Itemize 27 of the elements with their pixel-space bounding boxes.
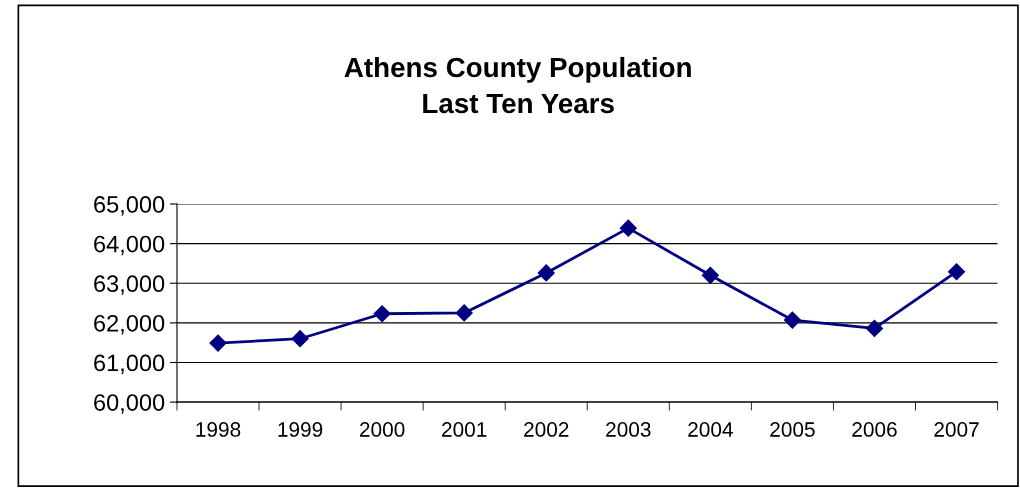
x-tick-label: 2006 bbox=[852, 422, 897, 437]
point bbox=[455, 304, 473, 322]
x-tick-label: 2007 bbox=[934, 422, 979, 437]
y-tick-label: 63,000 bbox=[94, 275, 165, 295]
x-tick-label: 1998 bbox=[196, 422, 241, 437]
x-tick-label: 2003 bbox=[606, 422, 651, 437]
y-tick-label: 60,000 bbox=[94, 394, 165, 414]
y-tick-label: 65,000 bbox=[94, 196, 165, 216]
y-tick-label: 61,000 bbox=[94, 354, 165, 375]
point bbox=[701, 266, 719, 284]
x-tick-label: 2001 bbox=[442, 422, 487, 437]
point bbox=[865, 319, 884, 337]
point bbox=[291, 330, 309, 348]
x-tick-label: 1999 bbox=[278, 422, 323, 437]
point bbox=[783, 311, 801, 329]
point bbox=[619, 219, 637, 237]
chart-title: Athens County Population Last Ten Years bbox=[344, 56, 691, 114]
y-tick-label: 62,000 bbox=[94, 314, 165, 335]
x-tick-label: 2000 bbox=[360, 422, 405, 437]
y-tick-label: 64,000 bbox=[94, 235, 165, 256]
point bbox=[209, 334, 227, 352]
point bbox=[947, 263, 966, 281]
point bbox=[537, 264, 555, 282]
x-tick-label: 2004 bbox=[688, 422, 733, 437]
point bbox=[373, 305, 391, 323]
x-tick-label: 2005 bbox=[770, 422, 815, 437]
x-tick-label: 2002 bbox=[524, 422, 569, 437]
